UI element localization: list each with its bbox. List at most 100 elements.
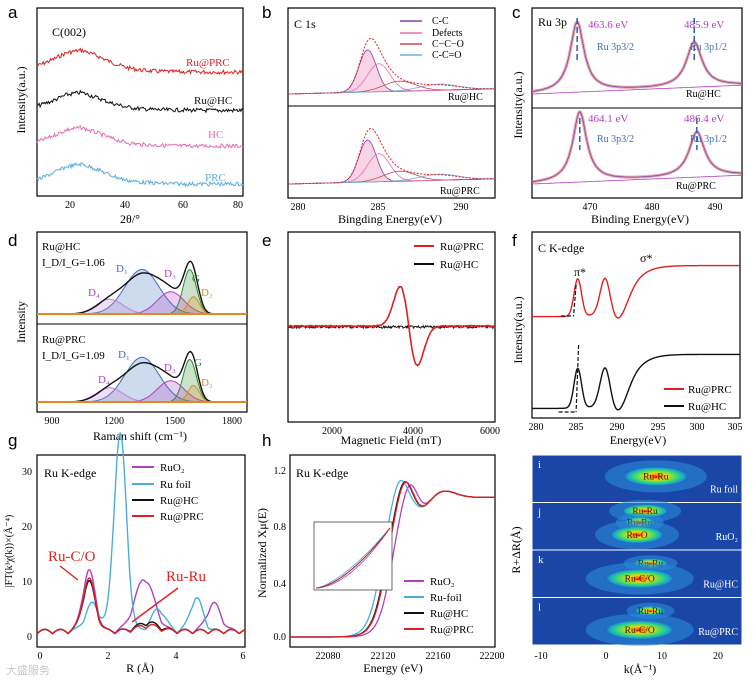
subplot-label: Ru@HC xyxy=(42,241,80,253)
x-axis-label: Energy(eV) xyxy=(610,433,666,447)
inset-curves xyxy=(315,527,391,589)
series-line-HC xyxy=(36,124,244,149)
plot-frame xyxy=(36,7,244,197)
x-tick: 285 xyxy=(371,202,386,213)
peak-energy: 486.4 eV xyxy=(684,113,724,125)
spot-label: Ru-Ru xyxy=(638,607,664,617)
spot-label: Ru-O xyxy=(626,531,647,541)
subplot-name: Ru@PRC xyxy=(698,627,738,638)
band-d1 xyxy=(37,356,247,403)
annotation-ru-ru: Ru-Ru xyxy=(166,569,207,585)
x-axis-label: R (Å) xyxy=(126,661,154,675)
x-tick: 305 xyxy=(728,422,743,433)
legend-item: RuO₂ xyxy=(430,576,455,588)
x-axis-label: Binding Energy(eV) xyxy=(591,212,689,226)
peak-energy: 485.9 eV xyxy=(684,19,724,31)
subplot-label: j xyxy=(537,507,541,519)
x-tick: 60 xyxy=(178,200,188,211)
x-tick: 22200 xyxy=(480,651,505,662)
curves xyxy=(287,285,496,367)
legend-item: Ru@HC xyxy=(440,259,478,271)
y-tick: 0.8 xyxy=(274,522,287,533)
plot-frame xyxy=(287,7,496,199)
spot-label: Ru-C/O xyxy=(625,575,655,585)
inset-plot xyxy=(313,521,393,591)
band-label: D₂ xyxy=(201,287,213,299)
x-tick: 2 xyxy=(106,651,111,662)
x-tick: 280 xyxy=(291,202,306,213)
subplot-name: Ru foil xyxy=(710,485,738,496)
band-label: D₃ xyxy=(164,268,176,280)
legend: C-C Defects C−C−O C-C=O xyxy=(400,16,464,61)
annotation-sigma: σ* xyxy=(640,251,652,265)
series-line-ruo2-inset xyxy=(316,527,391,589)
heatmap-spot xyxy=(603,568,676,589)
peak-name: Ru 3p1/2 xyxy=(690,42,727,53)
subplot-label: Ru@HC xyxy=(686,89,721,100)
chart-title: Ru 3p xyxy=(538,15,567,29)
x-tick: 285 xyxy=(569,422,584,433)
x-tick: 22080 xyxy=(316,651,341,662)
panel-label: h xyxy=(262,431,271,450)
legend-item: C-C xyxy=(432,16,449,27)
legend-item: C-C=O xyxy=(432,50,462,61)
x-tick: 4 xyxy=(174,651,179,662)
ratio-label: I_D/I_G=1.09 xyxy=(42,350,105,362)
x-tick: -10 xyxy=(534,651,547,662)
y-tick: 0 xyxy=(27,632,32,643)
x-tick: 20 xyxy=(713,651,723,662)
peak-energy: 464.1 eV xyxy=(588,113,628,125)
plot-frame xyxy=(531,231,741,419)
baseline xyxy=(532,84,742,95)
annotation-arrow xyxy=(59,565,79,581)
series-line-ru-hc xyxy=(532,353,740,411)
chart-title: C(002) xyxy=(52,25,86,39)
panel-label: d xyxy=(8,231,17,250)
curves xyxy=(36,47,244,188)
ratio-label: I_D/I_G=1.06 xyxy=(42,257,105,269)
x-tick: 22120 xyxy=(371,651,396,662)
peak-name: Ru 3p3/2 xyxy=(597,42,634,53)
legend-prc: PRC xyxy=(205,172,226,184)
x-tick: 80 xyxy=(233,200,243,211)
component-c-c-double-o xyxy=(288,173,495,185)
subplot-label: Ru@PRC xyxy=(676,181,716,192)
curves xyxy=(531,18,742,185)
subplot-name: RuO₂ xyxy=(716,532,738,543)
x-tick: 0 xyxy=(604,651,609,662)
x-axis-label: Bingding Energy(eV) xyxy=(338,212,442,226)
panel-d: d Ru@HC I_D/I_G=1.06 Ru@PRC I_D/I_G=1.09… xyxy=(8,231,248,443)
y-axis-label: Intensity(a.u.) xyxy=(14,66,28,133)
legend-item: Ru foil xyxy=(160,479,191,491)
envelope xyxy=(288,37,495,95)
watermark: 大盛服务 xyxy=(6,663,50,677)
series-line-PRC xyxy=(36,162,244,188)
panel-label: f xyxy=(512,231,517,250)
panel-label: c xyxy=(512,3,521,22)
annotation-ru-co: Ru-C/O xyxy=(48,549,96,565)
heatmap-spot xyxy=(609,525,665,544)
plot-frame xyxy=(36,454,246,648)
panel-e: e Ru@PRC Ru@HC 2000 4000 6000 Magnetic F… xyxy=(262,231,500,447)
curves xyxy=(532,264,740,413)
series-line-ru-prc xyxy=(36,577,246,635)
x-tick: 480 xyxy=(645,202,660,213)
data-line xyxy=(531,111,742,183)
subplot-label: k xyxy=(538,554,544,566)
heatmap-spot xyxy=(621,466,690,487)
series-line-ru-foil xyxy=(36,431,246,635)
series-line-ru-foil-inset xyxy=(315,527,391,589)
x-tick: 295 xyxy=(651,422,666,433)
curves xyxy=(37,260,247,403)
y-tick: 1.2 xyxy=(274,466,287,477)
x-tick: 4000 xyxy=(403,426,423,437)
x-tick: 20 xyxy=(65,200,75,211)
chart-title: C K-edge xyxy=(538,241,584,255)
series-line-Ru@PRC xyxy=(36,47,244,76)
x-tick: 22160 xyxy=(426,651,451,662)
annotation-pi: π* xyxy=(574,265,586,279)
subplot-label: i xyxy=(538,459,541,471)
y-axis-label: Intensity(a.u.) xyxy=(511,296,525,363)
curves xyxy=(287,37,496,185)
